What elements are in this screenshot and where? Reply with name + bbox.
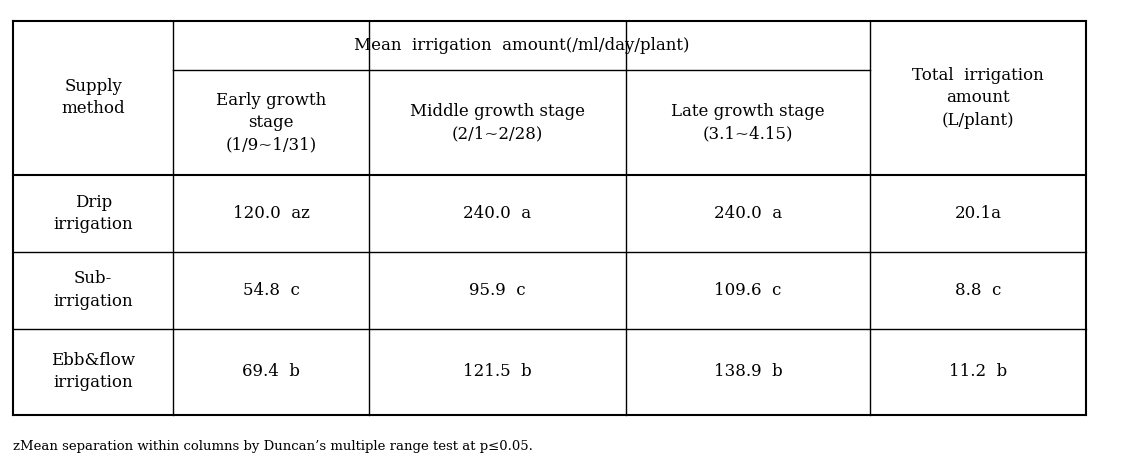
Text: 11.2  b: 11.2 b xyxy=(949,363,1007,380)
Text: Supply
method: Supply method xyxy=(62,78,125,117)
Text: 138.9  b: 138.9 b xyxy=(713,363,783,380)
Text: Late growth stage
(3.1~4.15): Late growth stage (3.1~4.15) xyxy=(672,103,824,142)
Text: 8.8  c: 8.8 c xyxy=(955,281,1002,299)
Text: 20.1a: 20.1a xyxy=(955,205,1002,222)
Text: 240.0  a: 240.0 a xyxy=(464,205,531,222)
Text: Early growth
stage
(1/9~1/31): Early growth stage (1/9~1/31) xyxy=(216,92,327,153)
Text: 54.8  c: 54.8 c xyxy=(243,281,300,299)
Text: 69.4  b: 69.4 b xyxy=(243,363,300,380)
Text: Drip
irrigation: Drip irrigation xyxy=(54,193,133,233)
Text: 95.9  c: 95.9 c xyxy=(469,281,526,299)
Text: 121.5  b: 121.5 b xyxy=(463,363,532,380)
Text: Mean  irrigation  amount(/ml/day/plant): Mean irrigation amount(/ml/day/plant) xyxy=(354,37,690,54)
Text: zMean separation within columns by Duncan’s multiple range test at p≤0.05.: zMean separation within columns by Dunca… xyxy=(13,440,533,453)
Text: 120.0  az: 120.0 az xyxy=(232,205,310,222)
Text: 109.6  c: 109.6 c xyxy=(714,281,782,299)
Text: Total  irrigation
amount
(L/plant): Total irrigation amount (L/plant) xyxy=(912,67,1044,129)
Text: Middle growth stage
(2/1~2/28): Middle growth stage (2/1~2/28) xyxy=(410,103,585,142)
Text: 240.0  a: 240.0 a xyxy=(714,205,782,222)
Text: Sub-
irrigation: Sub- irrigation xyxy=(54,270,133,310)
Text: Ebb&flow
irrigation: Ebb&flow irrigation xyxy=(52,352,135,391)
